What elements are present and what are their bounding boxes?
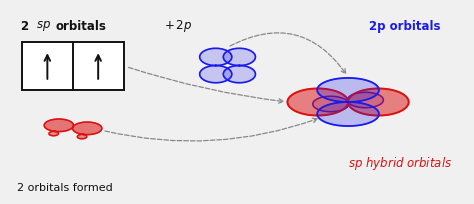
Text: $\mathbf{2}$: $\mathbf{2}$ [19,20,29,32]
Polygon shape [347,92,383,108]
Polygon shape [77,134,87,139]
Polygon shape [73,122,102,135]
Bar [22,42,124,90]
Text: 2 orbitals formed: 2 orbitals formed [17,183,112,193]
Polygon shape [223,65,255,83]
Polygon shape [313,96,349,112]
Polygon shape [317,102,379,126]
Polygon shape [200,48,232,65]
Text: 2p orbitals: 2p orbitals [369,20,440,32]
Text: orbitals: orbitals [55,20,106,32]
Text: $+\,2p$: $+\,2p$ [164,18,192,34]
Polygon shape [317,78,379,102]
Polygon shape [287,89,348,115]
Polygon shape [223,48,255,65]
Polygon shape [200,65,232,83]
Polygon shape [348,89,409,115]
Polygon shape [44,119,73,132]
Text: $\mathit{sp}$ hybrid orbitals: $\mathit{sp}$ hybrid orbitals [348,155,452,172]
Polygon shape [49,131,58,136]
Text: $\mathit{sp}$: $\mathit{sp}$ [36,19,51,33]
